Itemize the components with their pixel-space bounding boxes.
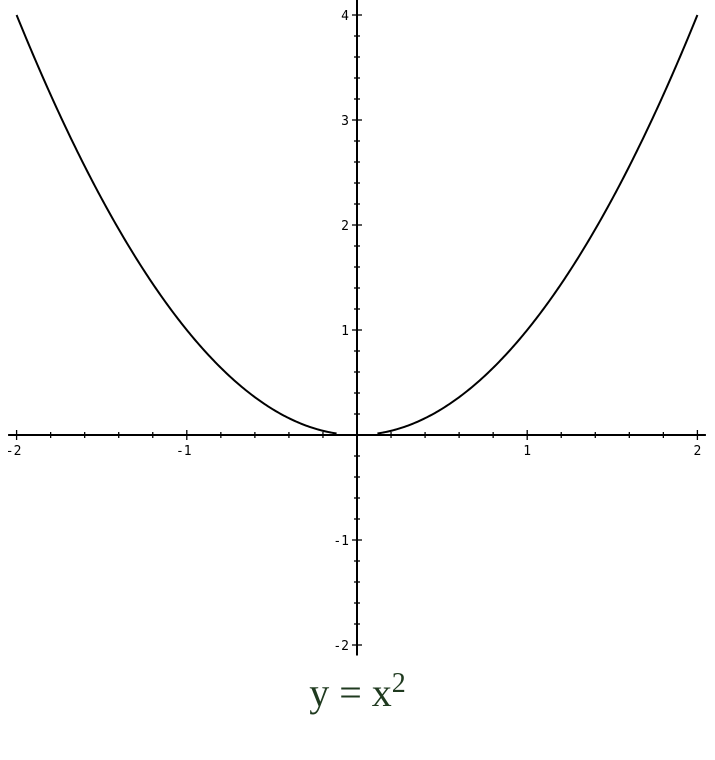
x-tick-label: -1 xyxy=(176,444,192,459)
x-tick-label: 2 xyxy=(693,444,701,459)
y-tick-label: 2 xyxy=(341,219,349,234)
caption-exponent: 2 xyxy=(391,668,406,699)
equation-caption: y = x2 xyxy=(0,668,715,716)
caption-base: x xyxy=(371,670,392,715)
y-tick-label: 1 xyxy=(341,324,349,339)
y-tick-label: 3 xyxy=(341,114,349,129)
x-tick-label: 1 xyxy=(523,444,531,459)
y-tick-label: -2 xyxy=(333,639,349,654)
y-tick-label: -1 xyxy=(333,534,349,549)
caption-equals: = xyxy=(339,670,362,715)
plot: -2 -1 1 2 -2 -1 1 2 3 4 xyxy=(6,0,706,656)
x-tick-label: -2 xyxy=(6,444,22,459)
curve-segment xyxy=(377,14,699,435)
curve-segment xyxy=(15,14,337,435)
y-tick-label: 4 xyxy=(341,9,349,24)
caption-lhs: y xyxy=(309,670,330,715)
